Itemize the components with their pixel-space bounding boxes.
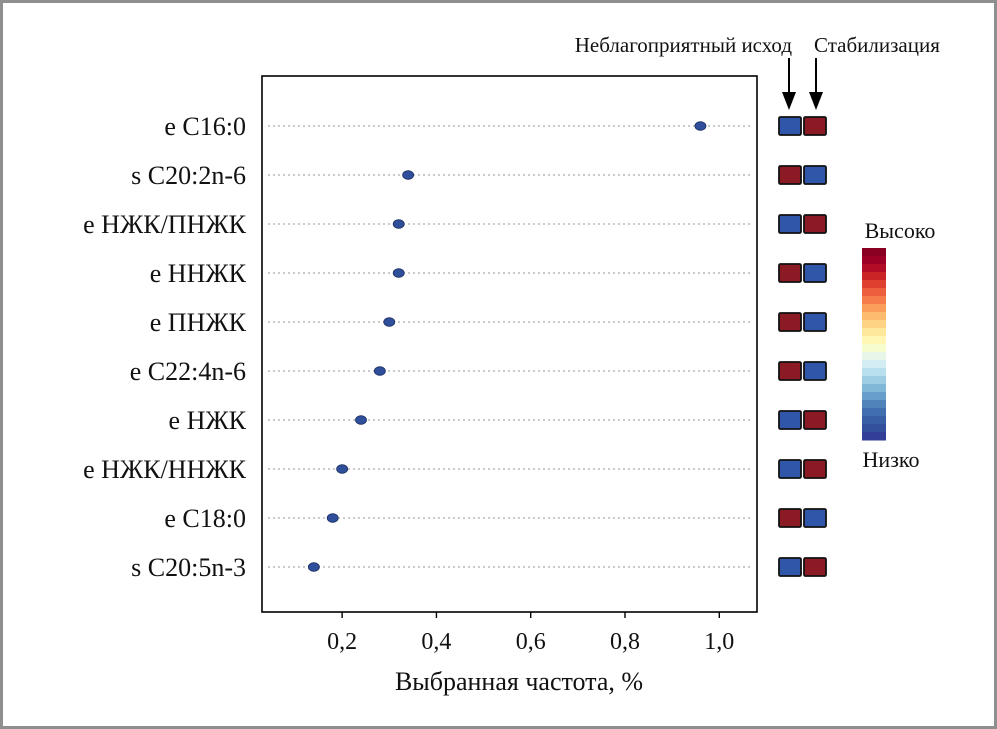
x-tick-label: 0,6 xyxy=(516,629,546,655)
colorbar-segment xyxy=(862,328,886,337)
colorbar-segment xyxy=(862,416,886,425)
colorbar-segment xyxy=(862,432,886,441)
data-point xyxy=(373,366,386,376)
heat-cell-adverse xyxy=(778,263,802,283)
x-tick-label: 0,4 xyxy=(421,629,451,655)
heat-cell-adverse xyxy=(778,557,802,577)
data-point xyxy=(355,415,367,425)
heat-cell-adverse xyxy=(778,459,802,479)
category-label: e НЖК xyxy=(169,406,247,435)
heat-cell-stabilization xyxy=(803,361,827,381)
category-label: e C18:0 xyxy=(164,504,246,533)
colorbar-segment xyxy=(862,312,886,321)
column-header-stabilization: Стабилизация xyxy=(814,33,940,57)
colorbar-segment xyxy=(862,336,886,345)
heat-cell-stabilization xyxy=(803,508,827,528)
heat-cell-adverse xyxy=(778,361,802,381)
heatmap-column-headers: Неблагоприятный исход Стабилизация xyxy=(575,33,940,110)
colorbar-segment xyxy=(862,320,886,329)
arrow-head-icon xyxy=(809,92,823,110)
colorbar-segment xyxy=(862,304,886,313)
heat-cell-stabilization xyxy=(803,557,827,577)
heat-cell-stabilization xyxy=(803,214,827,234)
grid-lines xyxy=(268,125,752,568)
heat-cell-adverse xyxy=(778,165,802,185)
category-label: e C22:4n-6 xyxy=(130,357,246,386)
colorbar-segment xyxy=(862,344,886,353)
heatmap-columns xyxy=(778,116,827,577)
category-label: e C16:0 xyxy=(164,112,246,141)
category-label: s C20:5n-3 xyxy=(131,553,246,582)
heat-cell-stabilization xyxy=(803,116,827,136)
heat-cell-adverse xyxy=(778,116,802,136)
heat-cell-adverse xyxy=(778,508,802,528)
heat-cell-adverse xyxy=(778,410,802,430)
heat-cell-stabilization xyxy=(803,410,827,430)
colorbar-segment xyxy=(862,368,886,377)
arrow-head-icon xyxy=(782,92,796,110)
colorbar-high-label: Высоко xyxy=(865,218,936,243)
x-axis-ticks: 0,2 0,4 0,6 0,8 1,0 xyxy=(327,612,734,655)
colorbar-segment xyxy=(862,248,886,257)
colorbar-segment xyxy=(862,376,886,385)
data-point xyxy=(383,317,396,327)
colorbar xyxy=(862,248,886,441)
category-label: e НЖК/ННЖК xyxy=(83,455,247,484)
data-point xyxy=(694,121,707,131)
category-label: e ННЖК xyxy=(150,259,247,288)
category-label: s C20:2n-6 xyxy=(131,161,246,190)
data-points xyxy=(307,121,707,572)
colorbar-segment xyxy=(862,272,886,281)
data-point xyxy=(392,268,405,278)
colorbar-segment xyxy=(862,360,886,369)
colorbar-segment xyxy=(862,280,886,289)
category-labels: e C16:0 s C20:2n-6 e НЖК/ПНЖК e ННЖК e ПНЖК e… xyxy=(83,112,247,582)
colorbar-segment xyxy=(862,424,886,433)
heat-cell-stabilization xyxy=(803,312,827,332)
colorbar-segment xyxy=(862,408,886,417)
heat-cell-stabilization xyxy=(803,459,827,479)
data-point xyxy=(402,170,415,180)
colorbar-low-label: Низко xyxy=(863,447,920,472)
data-point xyxy=(307,562,320,572)
x-tick-label: 0,8 xyxy=(610,629,640,655)
heat-cell-stabilization xyxy=(803,165,827,185)
colorbar-segment xyxy=(862,352,886,361)
category-label: e ПНЖК xyxy=(150,308,247,337)
x-tick-label: 0,2 xyxy=(327,629,357,655)
heat-cell-adverse xyxy=(778,312,802,332)
category-label: e НЖК/ПНЖК xyxy=(83,210,247,239)
data-point xyxy=(336,464,349,474)
colorbar-segment xyxy=(862,392,886,401)
colorbar-segment xyxy=(862,296,886,305)
colorbar-segment xyxy=(862,384,886,393)
colorbar-segment xyxy=(862,264,886,273)
colorbar-segment xyxy=(862,400,886,409)
x-tick-label: 1,0 xyxy=(704,629,734,655)
colorbar-segment xyxy=(862,288,886,297)
heat-cell-adverse xyxy=(778,214,802,234)
colorbar-segment xyxy=(862,256,886,265)
plot-area xyxy=(261,75,758,613)
x-axis-label: Выбранная частота, % xyxy=(395,667,643,696)
heat-cell-stabilization xyxy=(803,263,827,283)
data-point xyxy=(326,513,339,523)
column-header-adverse: Неблагоприятный исход xyxy=(575,33,793,57)
data-point xyxy=(392,219,405,229)
